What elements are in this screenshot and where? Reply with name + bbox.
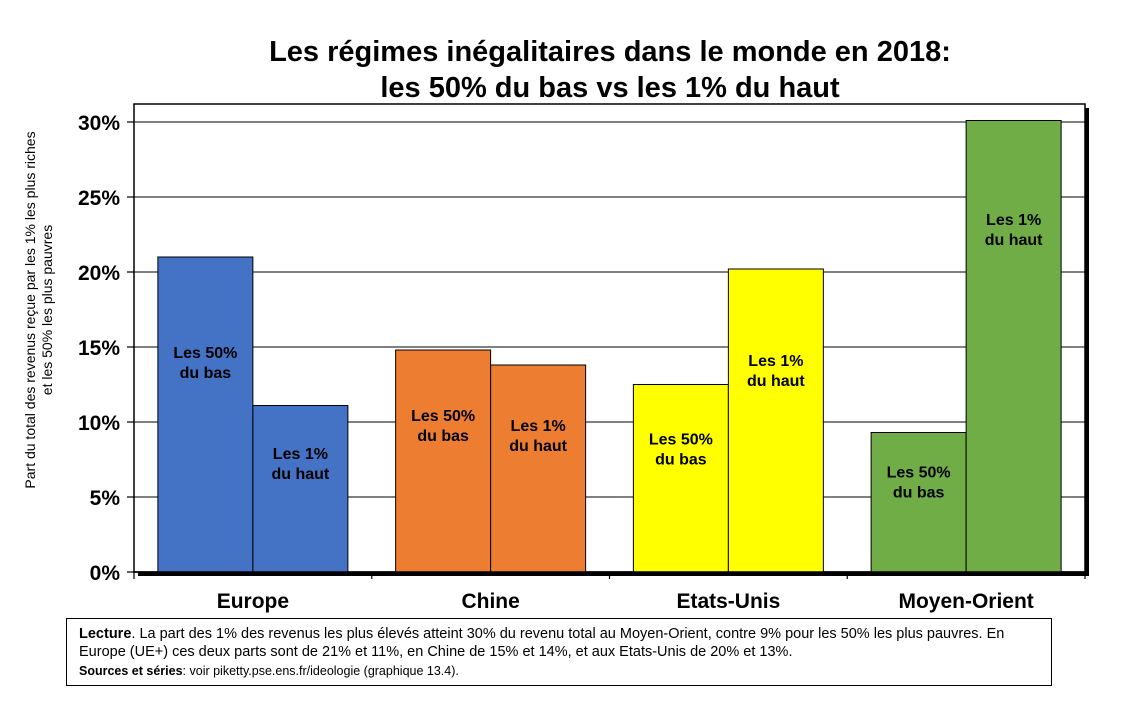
bar-data-label: Les 1% du haut — [509, 418, 567, 455]
bar-data-label-line: Les 1% — [511, 418, 566, 435]
x-category-label: Moyen-Orient — [898, 590, 1033, 613]
bar — [490, 364, 587, 573]
note-sources-text: : voir piketty.pse.ens.fr/ideologie (gra… — [182, 664, 459, 678]
bar-data-label: Les 50% du bas — [173, 345, 237, 382]
bar — [727, 268, 824, 573]
bar-data-label-line: Les 50% — [173, 345, 237, 362]
bar — [632, 384, 729, 573]
bar-data-label-line: du bas — [655, 452, 707, 469]
note-text: Lecture. La part des 1% des revenus les … — [79, 626, 1039, 661]
bar-data-label-line: du bas — [180, 365, 232, 382]
bar — [395, 349, 492, 573]
bar-data-label-line: Les 1% — [748, 353, 803, 370]
x-category-label: Europe — [217, 590, 289, 613]
reading-note: Lecture. La part des 1% des revenus les … — [66, 618, 1052, 686]
y-tick-label: 10% — [78, 412, 120, 435]
y-tick-label: 15% — [78, 337, 120, 360]
chart-title-line1: Les régimes inégalitaires dans le monde … — [269, 36, 951, 68]
bar-data-label-line: Les 50% — [411, 408, 475, 425]
y-tick-label: 30% — [78, 112, 120, 135]
bar-data-label-line: Les 1% — [273, 446, 328, 463]
bar-data-label: Les 1% du haut — [271, 446, 329, 483]
bar-data-label-line: Les 1% — [986, 212, 1041, 229]
note-sources: Sources et séries: voir piketty.pse.ens.… — [79, 663, 1039, 681]
bar-data-label: Les 1% du haut — [747, 353, 805, 390]
bar-data-label-line: Les 50% — [887, 465, 951, 482]
note-sources-bold: Sources et séries — [79, 664, 183, 678]
bar-data-label: Les 50% du bas — [649, 432, 713, 469]
x-category-label: Etats-Unis — [676, 590, 780, 613]
bar-data-label: Les 50% du bas — [887, 465, 951, 502]
bar — [157, 256, 254, 573]
note-lead-bold: Lecture — [79, 626, 132, 642]
bar-data-label: Les 1% du haut — [985, 212, 1043, 249]
chart-title-line2: les 50% du bas vs les 1% du haut — [380, 72, 840, 104]
bar — [870, 432, 967, 573]
x-category-label: Chine — [461, 590, 519, 613]
y-tick-label: 5% — [90, 487, 121, 510]
bar-data-label-line: du haut — [985, 232, 1043, 249]
y-tick-label: 20% — [78, 262, 120, 285]
bar-data-label-line: du haut — [747, 373, 805, 390]
bar — [252, 405, 349, 573]
y-tick-label: 25% — [78, 187, 120, 210]
bar-data-label-line: du haut — [509, 438, 567, 455]
bar-data-label-line: du bas — [417, 428, 469, 445]
bar-data-label-line: Les 50% — [649, 432, 713, 449]
chart-title: Les régimes inégalitaires dans le monde … — [130, 34, 1090, 106]
bar — [965, 120, 1062, 573]
y-tick-label: 0% — [90, 562, 121, 585]
bar-data-label: Les 50% du bas — [411, 408, 475, 445]
bar-data-label-line: du haut — [271, 466, 329, 483]
bar-data-label-line: du bas — [893, 485, 945, 502]
bar-chart: 0% 5% 10% 15% 20% 25% 30% Les 50% du bas Les 1% du… — [78, 103, 1089, 613]
note-lead-text: . La part des 1% des revenus les plus él… — [79, 626, 1005, 660]
